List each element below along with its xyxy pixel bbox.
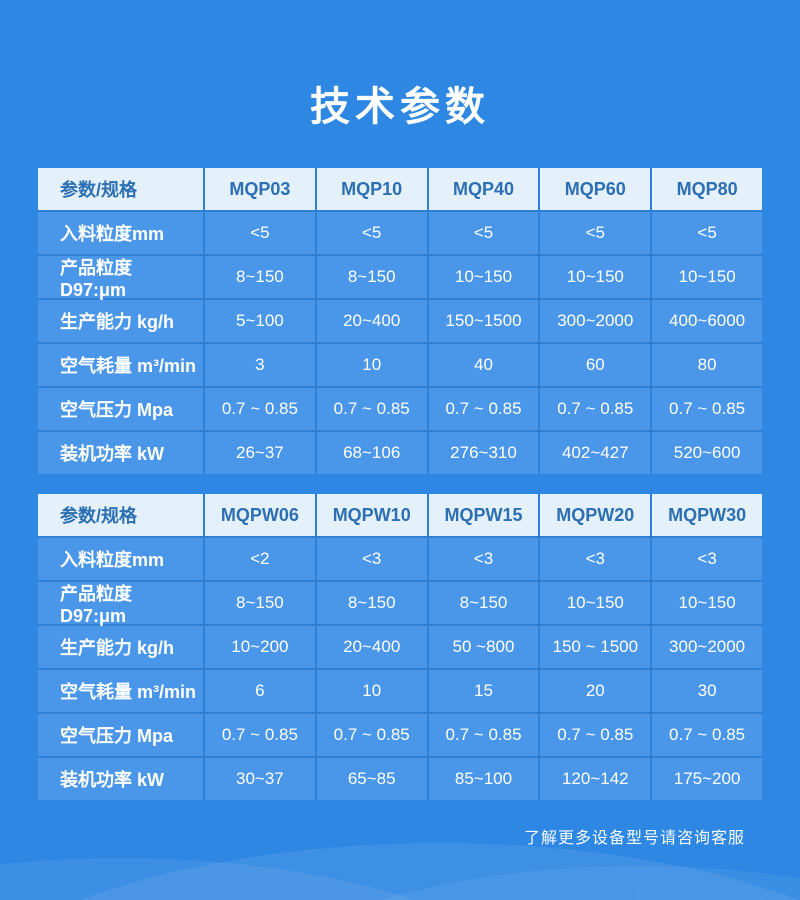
footer-note: 了解更多设备型号请咨询客服 [523,830,745,847]
value-cell: 6 [205,670,315,712]
value-cell: <5 [428,212,539,254]
spec-table-mqp: 参数/规格 MQP03 MQP10 MQP40 MQP60 MQP80 入料粒度mm <5 <5… [38,168,762,474]
value-cell: 30 [652,670,762,712]
value-cell: 300~2000 [540,300,651,342]
row-label: 入料粒度mm [38,212,203,254]
value-cell: 120~142 [540,758,651,800]
value-cell: 175~200 [652,758,762,800]
header-param-spec: 参数/规格 [38,168,203,210]
value-cell: 150 ~ 1500 [540,626,651,668]
value-cell: <5 [205,212,315,254]
value-cell: 0.7 ~ 0.85 [428,714,539,756]
value-cell: 150~1500 [428,300,539,342]
value-cell: 402~427 [540,432,651,474]
header-model-mqpw30: MQPW30 [652,494,762,536]
value-cell: <3 [428,538,539,580]
value-cell: 68~106 [316,432,427,474]
value-cell: 520~600 [652,432,762,474]
value-cell: 15 [428,670,539,712]
value-cell: <3 [652,538,762,580]
value-cell: <3 [316,538,427,580]
header-model-mqp10: MQP10 [316,168,427,210]
value-cell: 20~400 [316,626,427,668]
value-cell: 30~37 [205,758,315,800]
value-cell: 300~2000 [652,626,762,668]
row-label: 空气压力 Mpa [38,714,203,756]
header-model-mqpw15: MQPW15 [428,494,539,536]
value-cell: 10 [316,670,427,712]
row-label: 生产能力 kg/h [38,626,203,668]
value-cell: 10~150 [652,582,762,624]
value-cell: 3 [205,344,315,386]
value-cell: 20~400 [316,300,427,342]
header-model-mqp40: MQP40 [428,168,539,210]
row-label: 入料粒度mm [38,538,203,580]
row-label: 生产能力 kg/h [38,300,203,342]
page-title: 技术参数 [310,85,490,129]
row-label: 产品粒度 D97:μm [38,256,203,300]
value-cell: 8~150 [428,582,539,624]
value-cell: 8~150 [316,582,427,624]
header-model-mqp03: MQP03 [205,168,315,210]
value-cell: 10~150 [540,256,651,298]
wave-decoration-1 [0,843,800,900]
header-model-mqp80: MQP80 [652,168,762,210]
value-cell: 10~200 [205,626,315,668]
value-cell: 0.7 ~ 0.85 [652,388,762,430]
value-cell: 0.7 ~ 0.85 [316,714,427,756]
value-cell: 0.7 ~ 0.85 [540,388,651,430]
header-model-mqpw06: MQPW06 [205,494,315,536]
row-label: 产品粒度 D97:μm [38,582,203,626]
value-cell: 65~85 [316,758,427,800]
row-label: 装机功率 kW [38,758,203,800]
value-cell: 0.7 ~ 0.85 [428,388,539,430]
value-cell: 10~150 [428,256,539,298]
value-cell: 8~150 [316,256,427,298]
wave-decoration-3 [220,866,800,900]
value-cell: 50 ~800 [428,626,539,668]
value-cell: <3 [540,538,651,580]
value-cell: 26~37 [205,432,315,474]
value-cell: 0.7 ~ 0.85 [652,714,762,756]
row-label: 空气压力 Mpa [38,388,203,430]
value-cell: 10 [316,344,427,386]
header-param-spec: 参数/规格 [38,494,203,536]
spec-table-mqpw: 参数/规格 MQPW06 MQPW10 MQPW15 MQPW20 MQPW30 入料粒度m… [38,494,762,800]
value-cell: <5 [540,212,651,254]
header-model-mqpw10: MQPW10 [316,494,427,536]
value-cell: 5~100 [205,300,315,342]
value-cell: 80 [652,344,762,386]
row-label: 空气耗量 m³/min [38,670,203,712]
value-cell: 40 [428,344,539,386]
value-cell: 10~150 [540,582,651,624]
value-cell: 20 [540,670,651,712]
value-cell: <5 [316,212,427,254]
value-cell: 0.7 ~ 0.85 [316,388,427,430]
header-model-mqpw20: MQPW20 [540,494,651,536]
row-label: 装机功率 kW [38,432,203,474]
wave-decoration-2 [0,858,580,900]
value-cell: 10~150 [652,256,762,298]
value-cell: 8~150 [205,582,315,624]
value-cell: 400~6000 [652,300,762,342]
value-cell: 60 [540,344,651,386]
value-cell: 276~310 [428,432,539,474]
value-cell: 0.7 ~ 0.85 [205,714,315,756]
value-cell: 0.7 ~ 0.85 [540,714,651,756]
header-model-mqp60: MQP60 [540,168,651,210]
row-label: 空气耗量 m³/min [38,344,203,386]
value-cell: 8~150 [205,256,315,298]
value-cell: <2 [205,538,315,580]
value-cell: 0.7 ~ 0.85 [205,388,315,430]
value-cell: <5 [652,212,762,254]
value-cell: 85~100 [428,758,539,800]
